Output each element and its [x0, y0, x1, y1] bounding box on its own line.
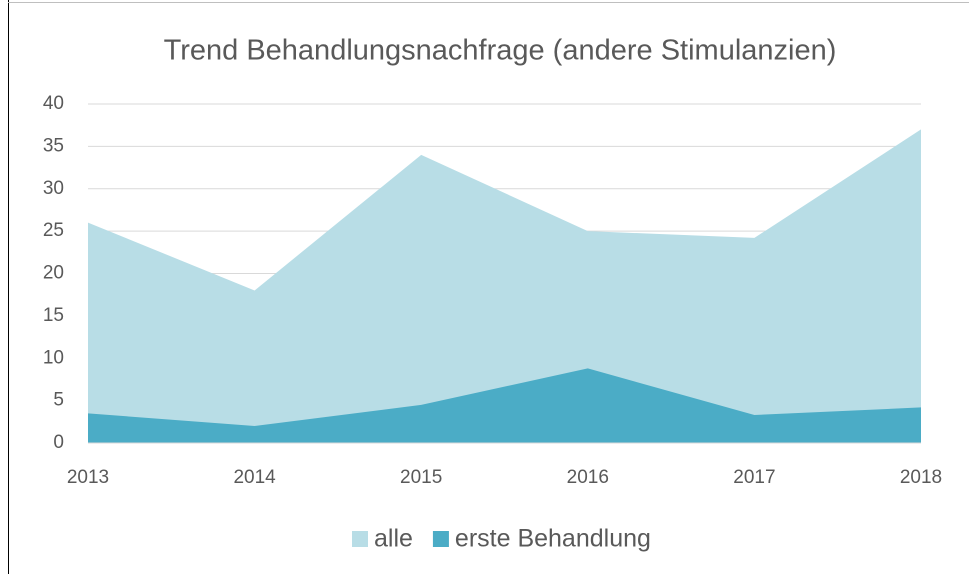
y-tick-label: 35 [43, 135, 64, 156]
y-tick-label: 0 [53, 432, 64, 453]
area [88, 129, 921, 444]
labels: 0 5 10 15 20 25 30 35 40 2013 2014 2015 2016 2017 2018 [43, 93, 942, 488]
x-tick-label: 2013 [67, 467, 109, 488]
y-tick-label: 20 [43, 263, 64, 284]
chart-title: Trend Behandlungsnachfrage (andere Stimu… [164, 35, 837, 67]
x-tick-label: 2018 [900, 467, 942, 488]
y-tick-label: 40 [43, 93, 64, 114]
legend-label: alle [374, 525, 413, 553]
area [88, 368, 921, 443]
areas [88, 129, 921, 444]
legend-label: erste Behandlung [455, 525, 651, 553]
y-tick-label: 5 [53, 390, 64, 411]
x-tick-label: 2015 [400, 467, 442, 488]
y-tick-label: 15 [43, 305, 64, 326]
y-tick-label: 10 [43, 347, 64, 368]
y-tick-label: 25 [43, 220, 64, 241]
y-tick-label: 30 [43, 178, 64, 199]
x-tick-label: 2016 [567, 467, 609, 488]
legend-swatch [432, 531, 449, 547]
legend-swatch [352, 531, 368, 547]
x-tick-label: 2014 [233, 467, 276, 488]
x-tick-label: 2017 [733, 467, 775, 488]
legend: alle erste Behandlung [352, 525, 651, 553]
